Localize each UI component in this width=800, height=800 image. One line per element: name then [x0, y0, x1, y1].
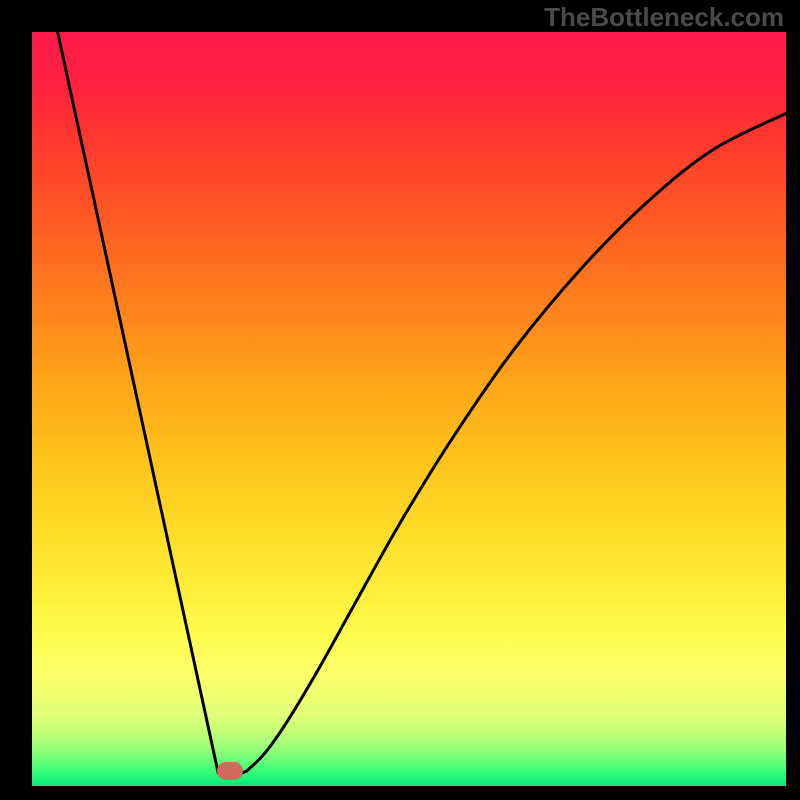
frame-border-left	[0, 0, 32, 800]
bottleneck-curve	[32, 32, 786, 786]
watermark-text: TheBottleneck.com	[544, 2, 784, 33]
curve-minimum-marker	[217, 762, 243, 780]
figure-root: TheBottleneck.com	[0, 0, 800, 800]
frame-border-right	[786, 0, 800, 800]
frame-border-bottom	[0, 786, 800, 800]
curve-path	[58, 32, 786, 775]
plot-area	[32, 32, 786, 786]
